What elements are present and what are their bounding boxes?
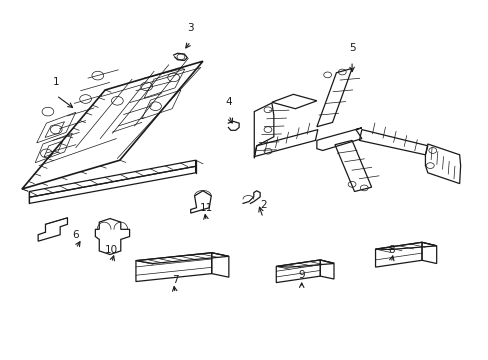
Text: 4: 4 (225, 97, 232, 107)
Text: 11: 11 (199, 203, 213, 213)
Text: 10: 10 (105, 245, 118, 255)
Text: 5: 5 (348, 43, 355, 53)
Text: 7: 7 (171, 275, 178, 285)
Text: 8: 8 (387, 245, 394, 255)
Text: 2: 2 (259, 200, 266, 210)
Text: 1: 1 (53, 77, 60, 87)
Text: 3: 3 (187, 23, 194, 33)
Text: 9: 9 (298, 270, 305, 280)
Text: 6: 6 (72, 230, 79, 240)
